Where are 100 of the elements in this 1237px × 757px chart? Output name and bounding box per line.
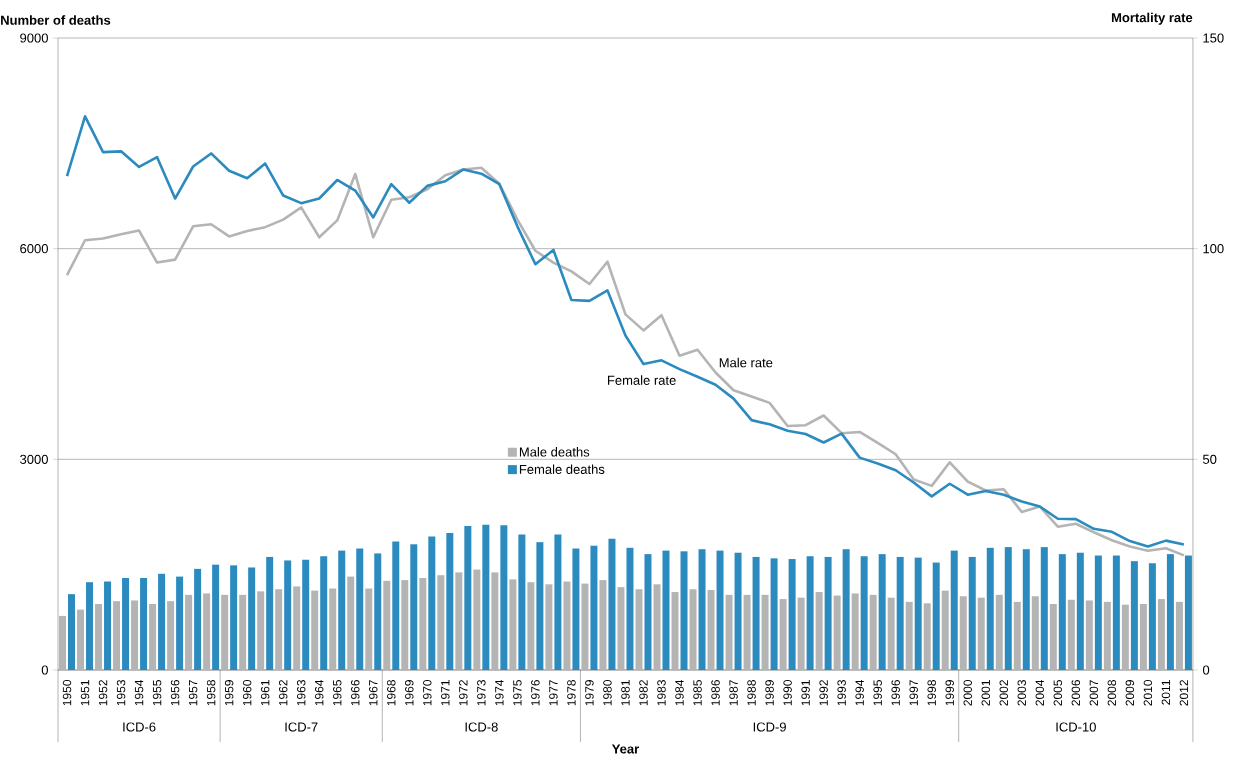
bar (968, 556, 976, 670)
bar (662, 550, 670, 670)
y2-tick-label: 100 (1203, 244, 1224, 254)
x-tick-label: 2012 (1179, 680, 1189, 706)
bar (950, 550, 958, 670)
x-tick-label: 1976 (531, 680, 540, 706)
x-tick-label: 2002 (999, 680, 1009, 706)
bar (932, 562, 940, 670)
bar (203, 593, 211, 670)
x-tick-label: 1956 (170, 680, 180, 706)
bar (1067, 599, 1075, 670)
text: ICD-9 (753, 722, 786, 732)
bar (959, 596, 967, 670)
x-tick-label: 1994 (855, 679, 864, 706)
bar (239, 594, 247, 670)
bar (1157, 599, 1165, 670)
bar (113, 601, 121, 670)
bar (644, 554, 652, 670)
x-tick-label: 1977 (549, 680, 558, 706)
bar (221, 594, 229, 670)
bar (401, 580, 409, 670)
y-axis-title: Number of deaths (1, 15, 111, 25)
bar (455, 572, 463, 670)
bar (176, 576, 184, 670)
y2-tick-label: 0 (1202, 665, 1210, 675)
x-tick-label: 1968 (387, 680, 396, 706)
bar (581, 583, 589, 670)
x-tick-label: 1995 (873, 680, 882, 706)
x-tick-label: 2000 (963, 679, 972, 706)
x-tick-label: 1950 (62, 679, 72, 706)
x-tick-label: 1952 (98, 680, 108, 706)
bar (59, 615, 67, 670)
x-tick-label: 1991 (801, 680, 810, 706)
bar (1013, 601, 1021, 670)
x-tick-label: 1996 (891, 680, 900, 706)
bar (869, 594, 877, 670)
legend-label: Male deaths (519, 447, 590, 457)
bar (1022, 549, 1030, 670)
legend-label: Female deaths (519, 464, 605, 474)
x-tick-label: 1972 (459, 680, 468, 706)
bar (815, 592, 823, 670)
bar (977, 597, 985, 670)
bar (230, 565, 238, 670)
bar (293, 586, 301, 670)
x-tick-label: 1971 (441, 680, 450, 706)
bar (617, 587, 625, 670)
bar (608, 538, 616, 670)
x-tick-label: 1992 (819, 680, 828, 706)
x-tick-label: 1990 (783, 679, 792, 706)
x-tick-label: 1987 (729, 680, 738, 706)
bar (1076, 552, 1084, 670)
x-tick-label: 1966 (351, 680, 360, 706)
bar (185, 594, 193, 670)
text: ICD-8 (465, 722, 498, 732)
bar (428, 536, 436, 670)
bar (68, 594, 76, 670)
y-tick-label: 0 (41, 665, 48, 675)
bar (734, 552, 742, 670)
bar (1184, 555, 1192, 670)
bar (77, 609, 85, 670)
bar (626, 547, 634, 670)
x-tick-label: 1978 (567, 680, 576, 706)
bar (1139, 603, 1147, 670)
x-tick-label: 1988 (747, 680, 756, 706)
bar (824, 556, 832, 670)
bar (347, 576, 355, 670)
bar (1166, 554, 1174, 670)
bar (995, 594, 1003, 670)
bar (1031, 596, 1039, 670)
bar (545, 584, 553, 670)
bar (779, 599, 787, 670)
x-tick-label: 1984 (675, 679, 684, 706)
bar (500, 525, 508, 670)
bar (914, 557, 922, 670)
x-tick-label: 1973 (477, 680, 486, 706)
x-tick-label: 1955 (152, 680, 162, 706)
x-tick-label: 1985 (693, 680, 702, 706)
bar (698, 549, 706, 670)
x-tick-label: 1993 (837, 680, 846, 706)
bar (275, 589, 283, 670)
bar (878, 554, 886, 670)
series-label: Female rate (608, 375, 676, 385)
bar (131, 600, 139, 670)
bar (554, 534, 562, 670)
bar (563, 581, 571, 670)
bar (1112, 555, 1120, 670)
x-tick-label: 1975 (513, 680, 522, 706)
bar (302, 559, 310, 670)
bar (311, 590, 319, 670)
bar (1049, 603, 1057, 670)
x-tick-label: 1989 (765, 680, 774, 706)
x-tick-label: 1982 (639, 680, 648, 706)
x-tick-label: 2009 (1125, 680, 1135, 706)
bar (365, 588, 373, 670)
x-tick-label: 1983 (657, 680, 666, 706)
bar (1175, 601, 1183, 670)
bar (1040, 547, 1048, 670)
bar (842, 549, 850, 670)
bar (86, 582, 94, 670)
bar (851, 593, 859, 670)
